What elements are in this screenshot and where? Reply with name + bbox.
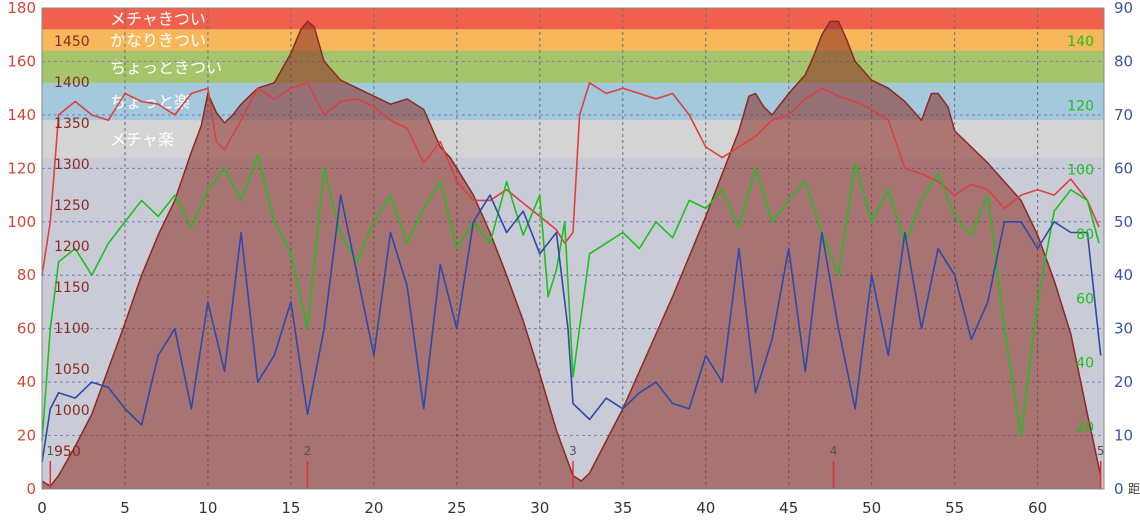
- lap-marker-label-4: 5: [1097, 444, 1105, 458]
- cadence-tick-6: 140: [1067, 34, 1094, 50]
- y-left-tick-9: 180: [7, 0, 36, 17]
- altitude-tick-7: 1300: [54, 157, 90, 173]
- axes: [41, 7, 1105, 490]
- zone-band-2: [42, 50, 1104, 83]
- plot-frame: [41, 7, 1105, 490]
- y-right-tick-4: 40: [1114, 266, 1133, 284]
- lap-markers: 1 2 3 4 5: [46, 444, 1105, 489]
- y-right-tick-9: 90: [1114, 0, 1133, 17]
- altitude-tick-9: 1400: [54, 75, 90, 91]
- altitude-tick-3: 1100: [54, 321, 90, 337]
- zone-label-0: メチャきつい: [110, 10, 206, 29]
- cadence-tick-0: 20: [1076, 420, 1094, 436]
- x-tick-12: 60: [1028, 499, 1047, 517]
- altitude-tick-5: 1200: [54, 239, 90, 255]
- altitude-fill: [42, 21, 1101, 490]
- cadence-tick-3: 80: [1076, 227, 1094, 243]
- y-left-tick-6: 120: [7, 159, 36, 177]
- y-left-tick-2: 40: [17, 373, 36, 391]
- x-tick-0: 0: [37, 499, 47, 517]
- x-tick-7: 35: [613, 499, 632, 517]
- altitude-tick-2: 1050: [54, 362, 90, 378]
- y-right-tick-0: 0: [1114, 480, 1124, 498]
- x-tick-8: 40: [696, 499, 715, 517]
- y-right-tick-5: 50: [1114, 213, 1133, 231]
- y-right-tick-6: 60: [1114, 159, 1133, 177]
- altitude-tick-10: 1450: [54, 34, 90, 50]
- cadence-tick-5: 120: [1067, 98, 1094, 114]
- zone-label-2: ちょっときつい: [110, 58, 222, 77]
- y-right-tick-3: 30: [1114, 320, 1133, 338]
- x-tick-3: 15: [281, 499, 300, 517]
- y-left-tick-8: 160: [7, 52, 36, 70]
- y-right-tick-7: 70: [1114, 106, 1133, 124]
- x-axis-label: 距離: [1128, 482, 1140, 496]
- lap-marker-label-0: 1: [46, 444, 54, 458]
- zone-label-3: ちょっと楽: [110, 93, 190, 112]
- lap-marker-label-1: 2: [304, 444, 312, 458]
- altitude-tick-0: 950: [54, 444, 81, 460]
- lap-marker-label-2: 3: [569, 444, 577, 458]
- speed-line: [41, 194, 1102, 463]
- y-left-tick-5: 100: [7, 213, 36, 231]
- y-right-tick-8: 80: [1114, 52, 1133, 70]
- cadence-tick-2: 60: [1076, 291, 1094, 307]
- x-tick-10: 50: [862, 499, 881, 517]
- altitude-tick-4: 1150: [54, 280, 90, 296]
- y-left-tick-4: 80: [17, 266, 36, 284]
- cadence-tick-1: 40: [1076, 356, 1094, 372]
- x-tick-5: 25: [447, 499, 466, 517]
- x-tick-4: 20: [364, 499, 383, 517]
- axis-labels: 0204060801001201401601800102030405060708…: [7, 0, 1140, 517]
- altitude-tick-6: 1250: [54, 198, 90, 214]
- series-lines: [41, 82, 1102, 463]
- x-tick-1: 5: [120, 499, 130, 517]
- altitude-tick-8: 1350: [54, 116, 90, 132]
- x-tick-11: 55: [945, 499, 964, 517]
- heart_rate-line: [41, 82, 1100, 276]
- lap-marker-label-3: 4: [830, 444, 838, 458]
- y-left-tick-0: 0: [26, 480, 36, 498]
- y-left-tick-1: 20: [17, 427, 36, 445]
- y-right-tick-1: 10: [1114, 427, 1133, 445]
- zone-label-4: メチャ楽: [110, 130, 174, 149]
- cadence-tick-4: 100: [1067, 163, 1094, 179]
- altitude-line: [41, 20, 1102, 488]
- altitude-tick-1: 1000: [54, 403, 90, 419]
- zone-label-1: かなりきつい: [110, 31, 206, 50]
- x-tick-9: 45: [779, 499, 798, 517]
- cadence-line: [41, 154, 1100, 441]
- altitude-area: [41, 20, 1102, 490]
- y-left-tick-7: 140: [7, 106, 36, 124]
- x-tick-2: 10: [198, 499, 217, 517]
- x-tick-6: 30: [530, 499, 549, 517]
- y-left-tick-3: 60: [17, 320, 36, 338]
- y-right-tick-2: 20: [1114, 373, 1133, 391]
